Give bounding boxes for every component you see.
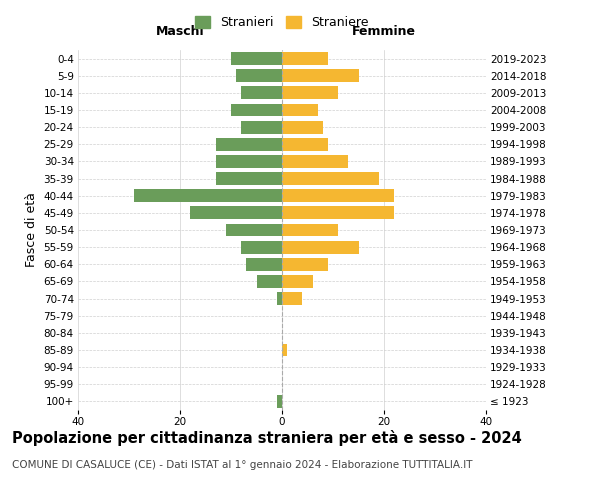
Bar xyxy=(190,206,282,220)
Bar xyxy=(282,120,323,134)
Bar xyxy=(282,275,313,288)
Bar xyxy=(282,206,394,220)
Y-axis label: Fasce di età: Fasce di età xyxy=(25,192,38,268)
Bar xyxy=(216,172,282,185)
Bar xyxy=(226,224,282,236)
Bar xyxy=(241,120,282,134)
Bar xyxy=(282,240,359,254)
Text: Maschi: Maschi xyxy=(155,25,205,38)
Bar xyxy=(231,104,282,117)
Bar xyxy=(282,70,359,82)
Bar xyxy=(231,52,282,65)
Bar xyxy=(134,190,282,202)
Bar xyxy=(282,224,338,236)
Bar xyxy=(282,344,287,356)
Bar xyxy=(277,292,282,305)
Bar xyxy=(282,104,318,117)
Text: COMUNE DI CASALUCE (CE) - Dati ISTAT al 1° gennaio 2024 - Elaborazione TUTTITALI: COMUNE DI CASALUCE (CE) - Dati ISTAT al … xyxy=(12,460,473,470)
Bar xyxy=(282,138,328,150)
Bar xyxy=(247,258,282,270)
Bar xyxy=(236,70,282,82)
Bar xyxy=(241,86,282,100)
Text: Femmine: Femmine xyxy=(352,25,416,38)
Bar xyxy=(216,138,282,150)
Bar xyxy=(216,155,282,168)
Text: Popolazione per cittadinanza straniera per età e sesso - 2024: Popolazione per cittadinanza straniera p… xyxy=(12,430,522,446)
Bar xyxy=(282,292,302,305)
Bar xyxy=(277,395,282,408)
Bar xyxy=(241,240,282,254)
Legend: Stranieri, Straniere: Stranieri, Straniere xyxy=(190,11,374,34)
Bar xyxy=(282,52,328,65)
Bar xyxy=(282,258,328,270)
Bar xyxy=(282,172,379,185)
Bar xyxy=(282,86,338,100)
Bar xyxy=(257,275,282,288)
Bar xyxy=(282,190,394,202)
Bar xyxy=(282,155,349,168)
